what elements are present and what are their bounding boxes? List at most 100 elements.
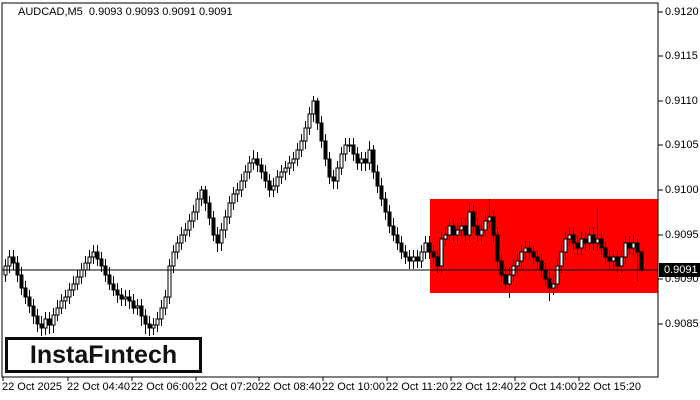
candle-bear [599, 238, 604, 249]
candle-bull [87, 256, 92, 264]
candle-bear [591, 234, 596, 244]
candle-bull [171, 251, 176, 267]
candle-bear [127, 296, 132, 302]
candle-bear [147, 323, 152, 329]
candle-bear [435, 256, 440, 267]
candle-bull [287, 162, 292, 169]
candle-bear [263, 171, 268, 182]
candle-bull [347, 144, 352, 147]
candle-bear [95, 251, 100, 260]
candle-bear [403, 251, 408, 258]
candle-bear [259, 164, 264, 173]
candle-bull [43, 318, 48, 329]
candle-bull [555, 265, 560, 285]
candle-bear [371, 149, 376, 173]
candle-bull [159, 307, 164, 320]
candle-bull [359, 158, 364, 164]
candle-bull [151, 324, 156, 329]
candle-bear [331, 176, 336, 182]
candle-bear [211, 217, 216, 236]
time-axis-label: 22 Oct 06:00 [131, 381, 194, 393]
time-axis-label: 22 Oct 15:20 [578, 381, 641, 393]
candle-bull [455, 229, 460, 236]
candle-bull [311, 100, 316, 115]
candle-bear [215, 234, 220, 244]
candle-bear [315, 100, 320, 124]
candle-bull [335, 167, 340, 182]
candle-bull [423, 242, 428, 253]
candle-bear [107, 274, 112, 285]
candle-bear [143, 315, 148, 325]
candle-bull [59, 300, 64, 309]
candle-bull [271, 185, 276, 191]
candle-bull [303, 127, 308, 142]
candle-bear [327, 158, 332, 178]
candle-bull [419, 251, 424, 262]
candle-bear [115, 289, 120, 296]
candle-bull [71, 283, 76, 291]
candle-bull [247, 162, 252, 173]
candle-bear [475, 225, 480, 236]
candle-bull [275, 176, 280, 187]
candle-bull [439, 238, 444, 267]
candle-bear [583, 238, 588, 244]
candle-bull [227, 202, 232, 218]
candle-bear [503, 274, 508, 285]
candle-bear [99, 258, 104, 267]
time-axis-label: 22 Oct 10:00 [322, 381, 385, 393]
candle-bull [487, 216, 492, 222]
candle-bear [131, 300, 136, 309]
candle-bull [291, 158, 296, 164]
candle-bull [367, 149, 372, 164]
candle-bull [55, 307, 60, 316]
price-axis-label: 0.9110 [665, 95, 698, 107]
candle-bear [427, 242, 432, 253]
candle-bull [123, 296, 128, 300]
candle-bull [611, 256, 616, 262]
candle-bear [491, 216, 496, 236]
candle-bull [567, 234, 572, 240]
price-axis-label: 0.9095 [665, 229, 699, 241]
candle-bull [191, 211, 196, 222]
candle-bear [111, 283, 116, 291]
candle-bull [239, 180, 244, 191]
candle-bull [279, 171, 284, 178]
candle-bear [499, 260, 504, 276]
candle-bear [399, 242, 404, 253]
candle-bear [615, 256, 620, 267]
time-axis-label: 22 Oct 2025 [2, 381, 62, 393]
candle-bear [355, 153, 360, 164]
candle-bull [179, 234, 184, 244]
candle-bear [255, 158, 260, 166]
candle-bear [603, 247, 608, 258]
candle-bear [383, 198, 388, 213]
candle-bear [323, 140, 328, 160]
candle-bull [483, 220, 488, 231]
time-axis-label: 22 Oct 07:20 [195, 381, 258, 393]
candle-wick [489, 199, 490, 228]
candle-bull [195, 198, 200, 213]
candle-bull [523, 247, 528, 253]
candle-bear [635, 242, 640, 253]
candle-bear [407, 256, 412, 262]
candle-bull [411, 256, 416, 262]
candle-bull [283, 167, 288, 173]
candle-bull [75, 276, 80, 285]
candle-bull [587, 234, 592, 244]
candle-bull [67, 289, 72, 298]
candle-bear [207, 202, 212, 219]
price-axis-label: 0.9120 [665, 6, 699, 18]
candle-bull [623, 242, 628, 258]
price-axis-label: 0.9105 [665, 139, 699, 151]
instafintech-watermark: InstaFıntech [5, 337, 202, 373]
candle-bull [187, 220, 192, 231]
candle-bear [495, 234, 500, 262]
candle-bear [531, 251, 536, 258]
price-axis-label: 0.9115 [665, 50, 698, 62]
candle-bull [519, 251, 524, 262]
candle-bear [15, 262, 20, 276]
candle-bull [479, 229, 484, 236]
current-price-badge: 0.9091 [659, 263, 700, 277]
